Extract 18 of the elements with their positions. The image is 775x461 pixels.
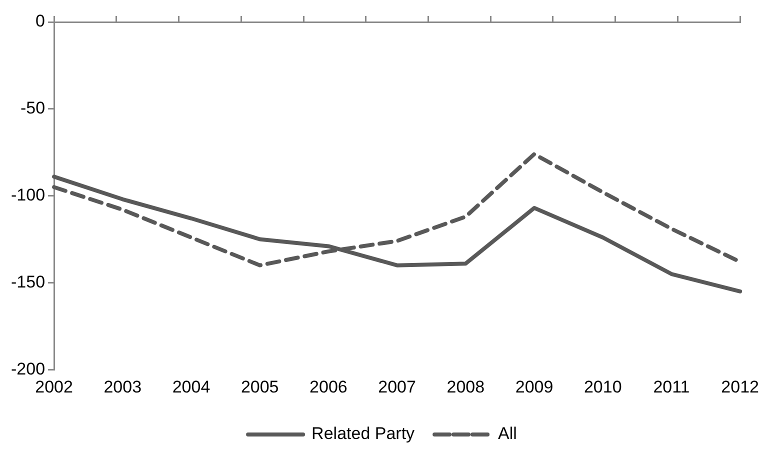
x-tick-label: 2003 <box>104 377 142 396</box>
legend-label: All <box>498 424 517 444</box>
x-tick-label: 2007 <box>378 377 416 396</box>
x-tick-label: 2011 <box>653 377 690 396</box>
x-tick-label: 2010 <box>584 377 622 396</box>
x-tick-label: 2005 <box>240 377 279 396</box>
legend-label: Related Party <box>312 424 416 444</box>
y-tick-label: -150 <box>10 272 46 292</box>
x-tick-label: 2012 <box>721 377 760 396</box>
y-tick-label: -50 <box>20 98 46 118</box>
x-tick-label: 2009 <box>515 377 554 396</box>
y-tick-label: -100 <box>10 185 46 204</box>
y-tick-label: 0 <box>36 12 46 31</box>
x-tick-label: 2008 <box>446 377 485 396</box>
y-tick-label: -200 <box>10 359 46 378</box>
x-tick-label: 2006 <box>310 377 348 396</box>
x-tick-label: 2002 <box>35 377 73 396</box>
x-tick-label: 2004 <box>172 377 210 396</box>
